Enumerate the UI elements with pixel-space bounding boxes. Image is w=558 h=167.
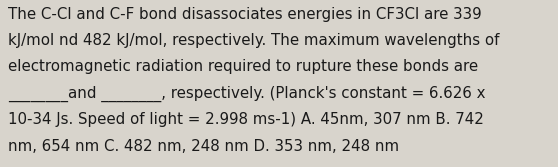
Text: electromagnetic radiation required to rupture these bonds are: electromagnetic radiation required to ru… xyxy=(8,59,479,74)
Text: nm, 654 nm C. 482 nm, 248 nm D. 353 nm, 248 nm: nm, 654 nm C. 482 nm, 248 nm D. 353 nm, … xyxy=(8,139,400,154)
Text: The C-Cl and C-F bond disassociates energies in CF3Cl are 339: The C-Cl and C-F bond disassociates ener… xyxy=(8,7,482,22)
Text: kJ/mol nd 482 kJ/mol, respectively. The maximum wavelengths of: kJ/mol nd 482 kJ/mol, respectively. The … xyxy=(8,33,500,48)
Text: 10-34 Js. Speed of light = 2.998 ms-1) A. 45nm, 307 nm B. 742: 10-34 Js. Speed of light = 2.998 ms-1) A… xyxy=(8,112,484,127)
Text: ________and ________, respectively. (Planck's constant = 6.626 x: ________and ________, respectively. (Pla… xyxy=(8,86,486,102)
